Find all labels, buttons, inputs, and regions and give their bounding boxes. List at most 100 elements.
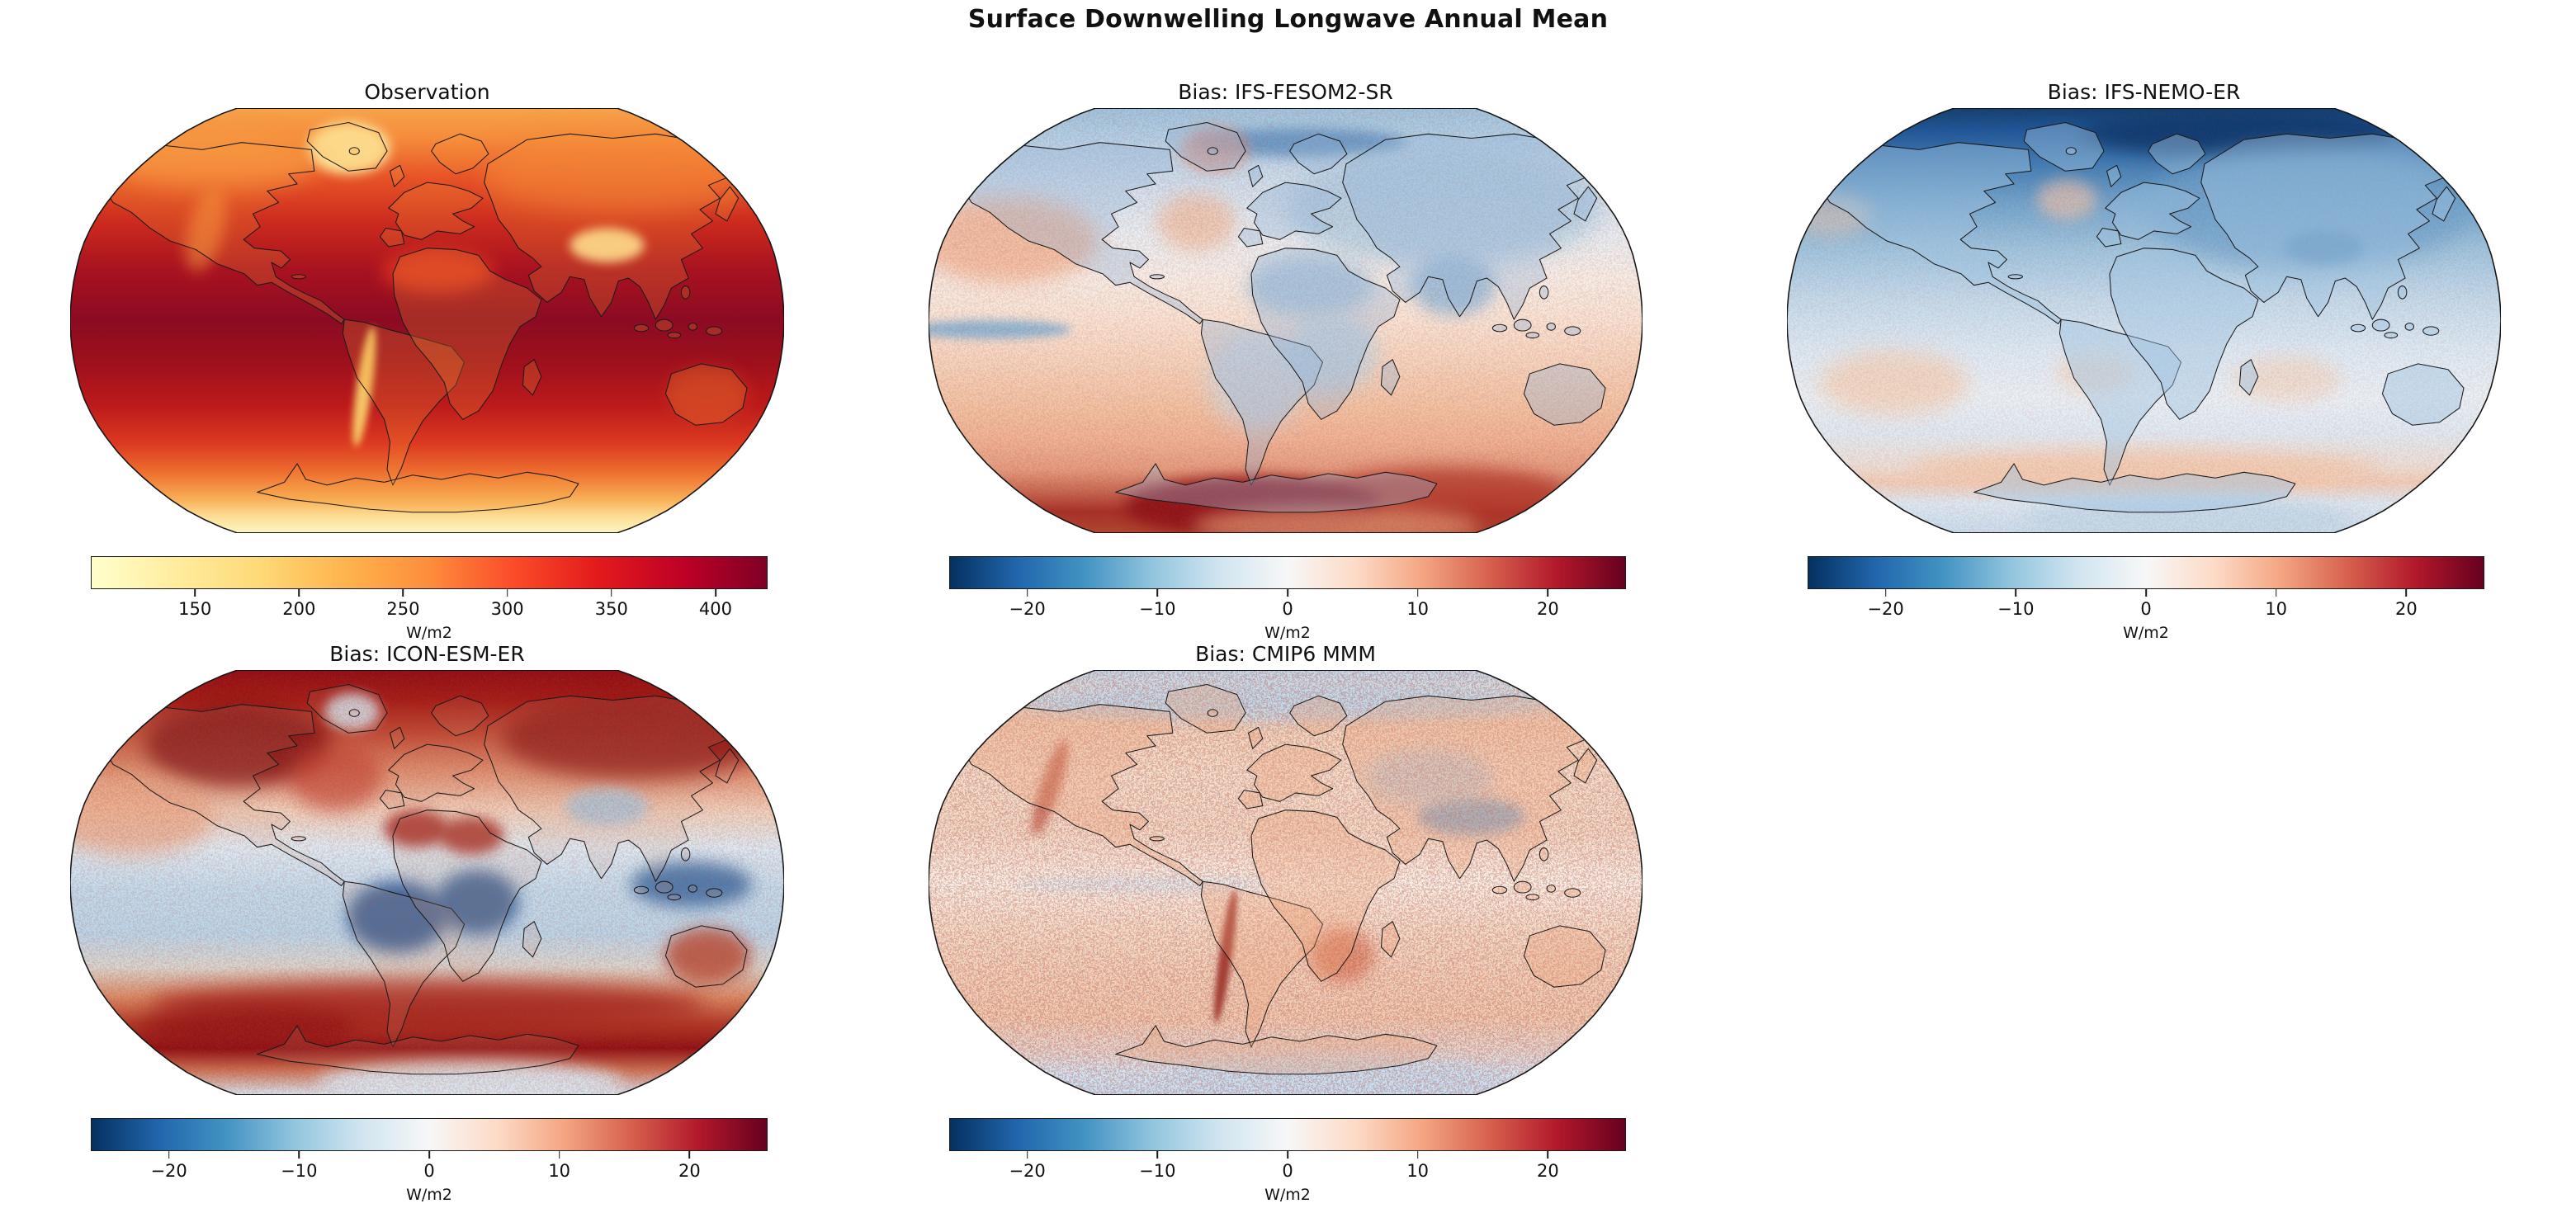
colorbar-unit-label: W/m2 bbox=[2123, 624, 2169, 642]
island-iceland bbox=[2065, 147, 2077, 155]
island-nz-south bbox=[1602, 452, 1611, 467]
colorbar-tick-label: 350 bbox=[594, 599, 628, 619]
island-sumatra bbox=[2350, 323, 2366, 333]
colorbar-tickmark bbox=[402, 589, 404, 597]
continent-scandinavia bbox=[1289, 133, 1348, 175]
colorbar-tick-label: 0 bbox=[1282, 1161, 1293, 1181]
colorbar-tickmark bbox=[1547, 1151, 1549, 1159]
continent-scandinavia bbox=[2148, 133, 2206, 175]
figure-title: Surface Downwelling Longwave Annual Mean bbox=[967, 5, 1609, 34]
continent-north-america bbox=[965, 704, 1203, 886]
continent-north-america bbox=[106, 142, 345, 324]
island-sulawesi bbox=[2404, 323, 2414, 331]
world-map-3 bbox=[70, 670, 784, 1095]
continent-madagascar bbox=[522, 921, 542, 958]
colorbar-tickmark bbox=[298, 589, 300, 597]
continent-japan bbox=[715, 186, 740, 222]
colorbar-tickmark bbox=[688, 1151, 691, 1159]
continent-north-america bbox=[1823, 142, 2062, 324]
island-nz-north bbox=[2471, 437, 2479, 451]
continent-greenland bbox=[1165, 683, 1246, 734]
world-map-1 bbox=[929, 108, 1642, 533]
continent-australia bbox=[1523, 925, 1606, 988]
colorbar-tickmark bbox=[715, 589, 716, 597]
colorbar-tickmark bbox=[2405, 589, 2408, 597]
island-cuba bbox=[1149, 836, 1165, 842]
colorbar bbox=[949, 1118, 1626, 1151]
colorbar-tick-label: 20 bbox=[2395, 599, 2418, 619]
colorbar-tick-label: −20 bbox=[1009, 599, 1046, 619]
continent-britain bbox=[390, 726, 405, 749]
continent-africa bbox=[1250, 809, 1401, 982]
continent-greenland bbox=[306, 683, 388, 734]
island-sulawesi bbox=[688, 323, 697, 331]
colorbar-tickmark bbox=[168, 1151, 170, 1159]
continent-antarctica bbox=[1115, 1025, 1438, 1075]
colorbar-tick-label: 200 bbox=[282, 599, 316, 619]
continent-africa bbox=[1250, 248, 1401, 420]
continent-north-america bbox=[106, 704, 345, 886]
world-map-4 bbox=[929, 670, 1642, 1095]
continent-japan bbox=[715, 748, 740, 784]
island-java bbox=[667, 894, 682, 901]
colorbar bbox=[1808, 556, 2484, 589]
coastlines bbox=[106, 121, 763, 513]
colorbar-tick-label: 400 bbox=[698, 599, 732, 619]
panel-title: Observation bbox=[364, 80, 490, 104]
colorbar-tickmark bbox=[1026, 589, 1028, 597]
island-philippines bbox=[1539, 286, 1549, 300]
colorbar-tick-label: 10 bbox=[2265, 599, 2288, 619]
colorbar-tickmark bbox=[298, 1151, 300, 1159]
continent-scandinavia bbox=[431, 695, 489, 737]
field-feature-andes-low bbox=[352, 326, 376, 447]
continent-iberia bbox=[1237, 789, 1264, 809]
colorbar-tickmark bbox=[1026, 1151, 1028, 1159]
island-iceland bbox=[348, 147, 360, 155]
island-newguinea bbox=[706, 888, 723, 898]
colorbar bbox=[949, 556, 1626, 589]
colorbar-tick-label: 0 bbox=[1282, 599, 1293, 619]
colorbar-tick-label: −20 bbox=[1867, 599, 1904, 619]
colorbar-tick-label: 20 bbox=[678, 1161, 701, 1181]
continent-antarctica bbox=[1973, 463, 2296, 513]
island-sumatra bbox=[1491, 323, 1508, 333]
island-sumatra bbox=[1491, 885, 1508, 894]
island-java bbox=[2384, 332, 2399, 339]
island-java bbox=[1525, 332, 1540, 339]
island-borneo bbox=[655, 880, 674, 894]
field-feature-sahara-warm bbox=[382, 249, 494, 293]
world-map-panel bbox=[929, 670, 1642, 1095]
colorbar-tickmark bbox=[1416, 1151, 1419, 1159]
island-sulawesi bbox=[688, 885, 697, 893]
island-newguinea bbox=[2422, 326, 2440, 336]
world-map-panel bbox=[1787, 108, 2501, 533]
world-map-panel bbox=[70, 108, 784, 533]
colorbar-unit-label: W/m2 bbox=[1264, 1186, 1311, 1204]
colorbar-tick-label: 10 bbox=[1406, 599, 1430, 619]
continent-australia bbox=[664, 925, 748, 988]
colorbar-tickmark bbox=[2015, 589, 2017, 597]
island-sumatra bbox=[633, 885, 650, 894]
island-iceland bbox=[1207, 709, 1218, 717]
world-map-0 bbox=[70, 108, 784, 533]
continent-britain bbox=[390, 164, 405, 187]
field-feature-siberia-light bbox=[484, 133, 756, 212]
island-iceland bbox=[348, 709, 360, 717]
continent-australia bbox=[664, 363, 748, 426]
island-cuba bbox=[291, 274, 306, 280]
continent-madagascar bbox=[1380, 921, 1401, 958]
world-map-panel bbox=[929, 108, 1642, 533]
island-newguinea bbox=[1564, 326, 1581, 336]
colorbar-tick-label: −10 bbox=[1139, 599, 1176, 619]
colorbar-tickmark bbox=[1156, 1151, 1159, 1159]
continent-greenland bbox=[306, 121, 388, 172]
field-feature-tibet-low bbox=[570, 228, 645, 263]
island-borneo bbox=[1513, 880, 1532, 894]
colorbar-tick-label: −10 bbox=[1139, 1161, 1176, 1181]
island-nz-north bbox=[1613, 437, 1621, 451]
colorbar-tickmark bbox=[1416, 589, 1419, 597]
panel-title: Bias: IFS-FESOM2-SR bbox=[1178, 80, 1393, 104]
island-philippines bbox=[680, 286, 691, 300]
continent-iberia bbox=[1237, 227, 1264, 248]
